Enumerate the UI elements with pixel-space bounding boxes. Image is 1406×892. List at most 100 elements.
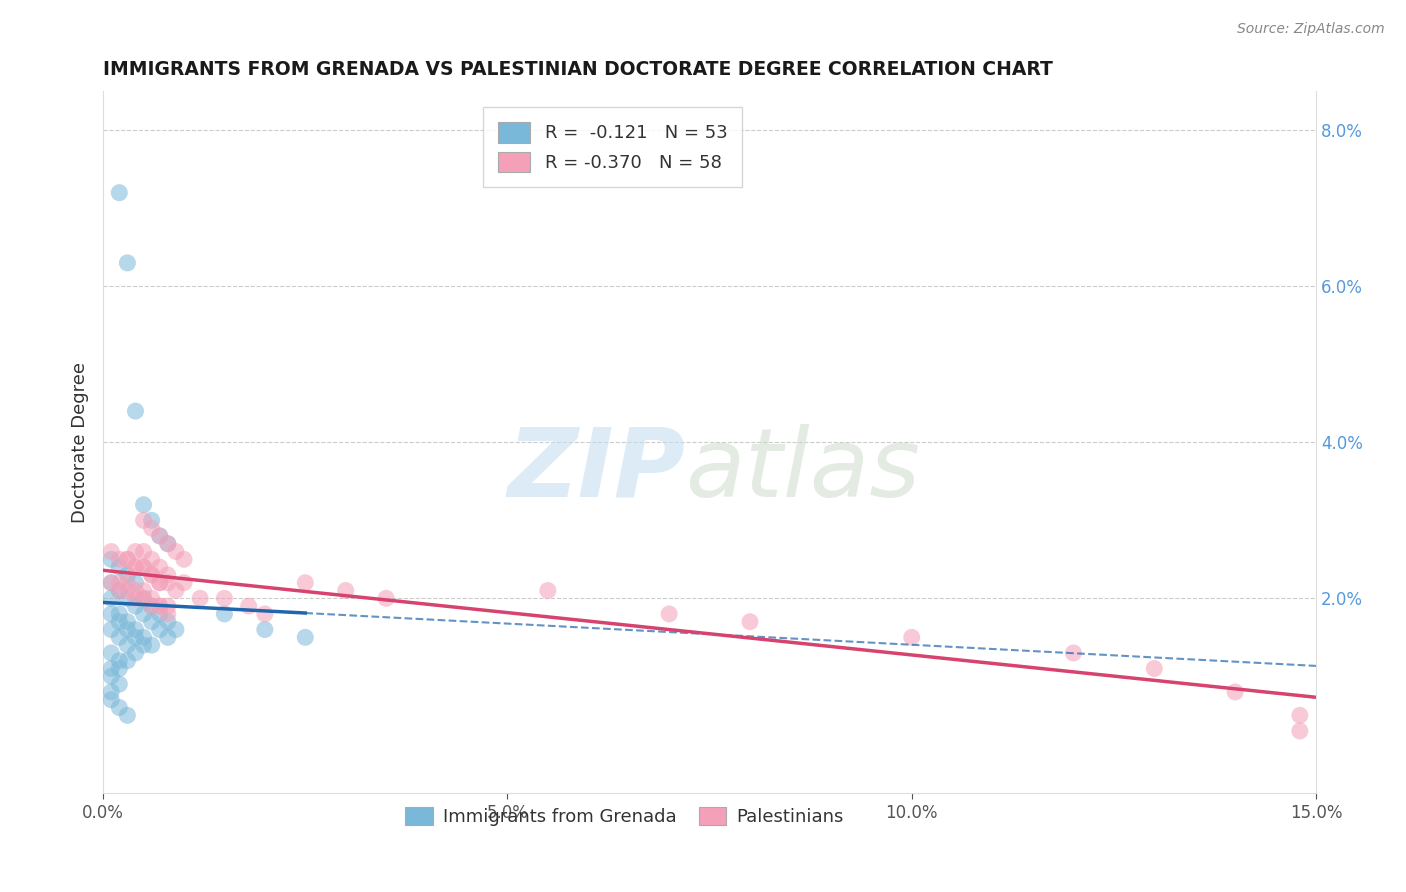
Point bbox=[108, 661, 131, 675]
Point bbox=[124, 646, 146, 660]
Point bbox=[141, 552, 163, 566]
Point bbox=[156, 630, 179, 644]
Point bbox=[108, 560, 131, 574]
Text: IMMIGRANTS FROM GRENADA VS PALESTINIAN DOCTORATE DEGREE CORRELATION CHART: IMMIGRANTS FROM GRENADA VS PALESTINIAN D… bbox=[103, 60, 1053, 78]
Point bbox=[375, 591, 398, 606]
Point bbox=[149, 575, 172, 590]
Point bbox=[117, 256, 139, 270]
Point bbox=[108, 583, 131, 598]
Point bbox=[100, 692, 122, 706]
Point bbox=[1289, 708, 1312, 723]
Point bbox=[141, 638, 163, 652]
Point bbox=[100, 646, 122, 660]
Point bbox=[100, 575, 122, 590]
Point bbox=[149, 607, 172, 621]
Point bbox=[100, 669, 122, 683]
Point bbox=[108, 552, 131, 566]
Point bbox=[124, 575, 146, 590]
Point bbox=[124, 583, 146, 598]
Point bbox=[173, 552, 195, 566]
Point bbox=[214, 591, 236, 606]
Point bbox=[141, 568, 163, 582]
Point bbox=[100, 661, 122, 675]
Point bbox=[253, 623, 276, 637]
Point bbox=[238, 599, 260, 614]
Point bbox=[156, 575, 179, 590]
Point bbox=[117, 568, 139, 582]
Point bbox=[124, 630, 146, 644]
Point bbox=[1289, 723, 1312, 738]
Point bbox=[117, 552, 139, 566]
Point bbox=[335, 583, 357, 598]
Legend: Immigrants from Grenada, Palestinians: Immigrants from Grenada, Palestinians bbox=[398, 799, 851, 833]
Point bbox=[108, 630, 131, 644]
Point bbox=[124, 544, 146, 558]
Point bbox=[141, 615, 163, 629]
Text: atlas: atlas bbox=[685, 424, 921, 516]
Point bbox=[100, 623, 122, 637]
Point bbox=[132, 591, 155, 606]
Point bbox=[149, 599, 172, 614]
Point bbox=[108, 607, 131, 621]
Point bbox=[117, 583, 139, 598]
Point bbox=[124, 560, 146, 574]
Point bbox=[149, 560, 172, 574]
Point bbox=[100, 552, 122, 566]
Point bbox=[117, 591, 139, 606]
Point bbox=[141, 599, 163, 614]
Point bbox=[100, 591, 122, 606]
Point bbox=[156, 537, 179, 551]
Point bbox=[132, 560, 155, 574]
Point bbox=[124, 591, 146, 606]
Point bbox=[165, 623, 187, 637]
Point bbox=[149, 623, 172, 637]
Point bbox=[108, 654, 131, 668]
Y-axis label: Doctorate Degree: Doctorate Degree bbox=[72, 362, 89, 523]
Point bbox=[156, 568, 179, 582]
Point bbox=[117, 552, 139, 566]
Point bbox=[132, 513, 155, 527]
Point bbox=[124, 404, 146, 418]
Point bbox=[658, 607, 681, 621]
Point bbox=[124, 560, 146, 574]
Point bbox=[108, 186, 131, 200]
Point bbox=[100, 607, 122, 621]
Point bbox=[1062, 646, 1084, 660]
Point bbox=[294, 630, 316, 644]
Point bbox=[100, 544, 122, 558]
Point bbox=[141, 599, 163, 614]
Point bbox=[214, 607, 236, 621]
Point bbox=[108, 677, 131, 691]
Point bbox=[132, 560, 155, 574]
Point bbox=[149, 599, 172, 614]
Point bbox=[1223, 685, 1246, 699]
Point bbox=[165, 583, 187, 598]
Point bbox=[117, 615, 139, 629]
Point bbox=[132, 638, 155, 652]
Point bbox=[156, 607, 179, 621]
Point bbox=[188, 591, 211, 606]
Point bbox=[294, 575, 316, 590]
Point bbox=[124, 599, 146, 614]
Point bbox=[108, 575, 131, 590]
Point bbox=[117, 575, 139, 590]
Point bbox=[100, 685, 122, 699]
Point bbox=[537, 583, 560, 598]
Point bbox=[900, 630, 922, 644]
Point bbox=[100, 575, 122, 590]
Point bbox=[117, 623, 139, 637]
Point bbox=[141, 568, 163, 582]
Point bbox=[117, 654, 139, 668]
Point bbox=[149, 575, 172, 590]
Point bbox=[156, 537, 179, 551]
Point bbox=[141, 591, 163, 606]
Point bbox=[124, 623, 146, 637]
Point bbox=[132, 607, 155, 621]
Point bbox=[132, 498, 155, 512]
Point bbox=[141, 513, 163, 527]
Point bbox=[1143, 661, 1166, 675]
Point bbox=[132, 544, 155, 558]
Point bbox=[108, 615, 131, 629]
Text: Source: ZipAtlas.com: Source: ZipAtlas.com bbox=[1237, 22, 1385, 37]
Point bbox=[132, 591, 155, 606]
